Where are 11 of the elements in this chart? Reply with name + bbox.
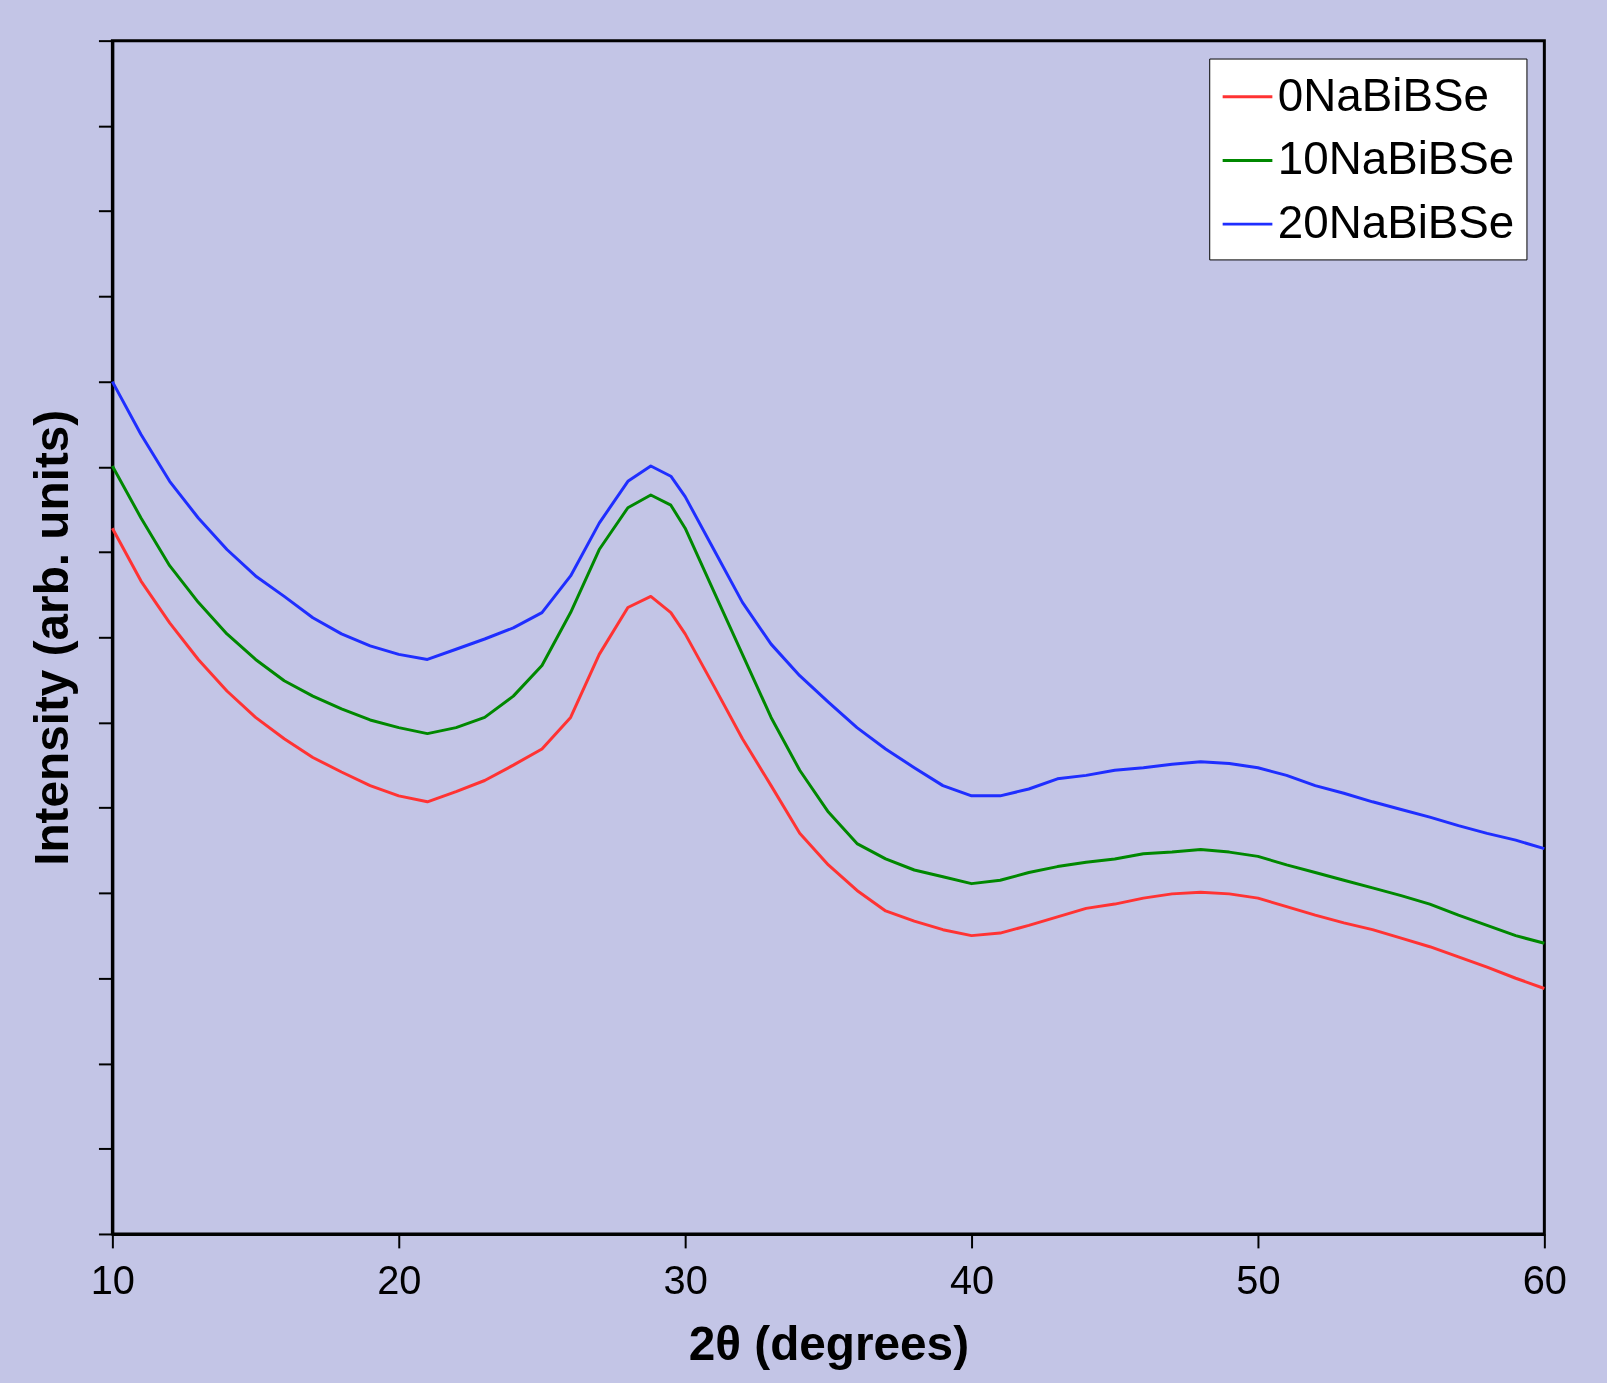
legend-label: 20NaBiBSe <box>1277 197 1515 249</box>
x-tick-label: 10 <box>90 1258 135 1303</box>
x-tick-label: 30 <box>663 1258 708 1303</box>
x-axis-title: 2θ (degrees) <box>688 1316 970 1370</box>
legend-label: 10NaBiBSe <box>1277 133 1515 185</box>
legend-label: 0NaBiBSe <box>1277 69 1489 121</box>
x-tick-label: 20 <box>377 1258 422 1303</box>
x-tick-label: 40 <box>949 1258 995 1303</box>
y-axis-title: Intensity (arb. units) <box>25 409 79 866</box>
x-tick-label: 50 <box>1236 1258 1281 1303</box>
x-tick-label: 60 <box>1522 1258 1567 1303</box>
